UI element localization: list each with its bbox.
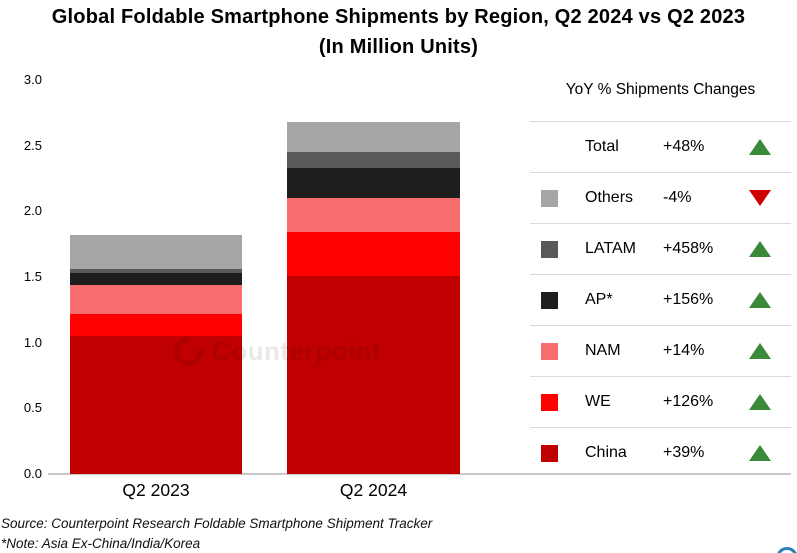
bar-segment-nam	[70, 284, 242, 314]
y-tick-label: 2.5	[23, 137, 42, 153]
legend-row-others: Others -4%	[530, 172, 791, 223]
legend-label: NAM	[585, 342, 621, 359]
legend-row-nam: NAM +14%	[530, 325, 791, 376]
bar-segment-others	[287, 122, 460, 153]
y-tick-label: 0.5	[23, 400, 42, 416]
bar-segment-ap	[287, 167, 460, 199]
bar-segment-latam	[70, 269, 242, 274]
bar-segment-china	[287, 275, 460, 474]
chart-title: Global Foldable Smartphone Shipments by …	[0, 2, 797, 62]
footer: Source: Counterpoint Research Foldable S…	[1, 514, 432, 553]
bar-segment-nam	[287, 198, 460, 233]
legend-panel: YoY % Shipments Changes Total +48% Others -…	[530, 80, 791, 478]
up-arrow-icon	[749, 445, 771, 461]
up-arrow-icon	[749, 139, 771, 155]
legend-row-ap: AP* +156%	[530, 274, 791, 325]
legend-swatch-icon	[541, 240, 558, 258]
legend-row-latam: LATAM +458%	[530, 223, 791, 274]
legend-change-value: +39%	[663, 444, 705, 461]
legend-swatch-icon	[541, 444, 558, 462]
y-tick-label: 2.0	[23, 203, 42, 219]
down-arrow-icon	[749, 190, 771, 206]
up-arrow-icon	[749, 292, 771, 308]
legend-swatch-icon	[541, 189, 558, 207]
bar-segment-we	[70, 313, 242, 337]
bar-segment-ap	[70, 273, 242, 285]
bar-segment-others	[70, 234, 242, 270]
legend-change-value: +14%	[663, 342, 705, 359]
legend-change-value: +156%	[663, 291, 714, 308]
legend-rows: Total +48% Others -4% LATAM +458% AP* +156% NAM +…	[530, 121, 791, 478]
legend-swatch-icon	[541, 342, 558, 360]
legend-swatch-icon	[541, 393, 558, 411]
up-arrow-icon	[749, 241, 771, 257]
legend-label: Total	[585, 138, 619, 155]
note-text: *Note: Asia Ex-China/India/Korea	[1, 535, 201, 551]
chart-title-line1: Global Foldable Smartphone Shipments by …	[51, 6, 746, 28]
legend-label: China	[585, 444, 627, 461]
legend-label: Others	[585, 189, 634, 206]
x-axis-label: Q2 2023	[122, 480, 190, 500]
bar-segment-latam	[287, 152, 460, 168]
x-axis-line	[48, 473, 791, 475]
legend-row-china: China +39%	[530, 427, 791, 478]
legend-header: YoY % Shipments Changes	[565, 81, 756, 98]
source-text: Source: Counterpoint Research Foldable S…	[1, 516, 433, 531]
chart-title-line2: (In Million Units)	[318, 36, 479, 58]
y-tick-label: 1.5	[23, 269, 42, 284]
x-axis-label: Q2 2024	[339, 480, 408, 500]
legend-label: WE	[585, 393, 611, 410]
legend-label: LATAM	[585, 240, 636, 257]
legend-change-value: +48%	[663, 138, 705, 155]
bar-segment-we	[287, 232, 460, 276]
legend-swatch-icon	[541, 291, 558, 309]
counterpoint-logo-partial-icon	[776, 547, 797, 553]
legend-label: AP*	[585, 291, 613, 308]
up-arrow-icon	[749, 394, 771, 410]
bar-segment-china	[70, 336, 242, 474]
y-tick-label: 1.0	[23, 334, 42, 350]
stacked-bar-q2-2024	[287, 122, 460, 474]
stacked-bar-q2-2023	[70, 234, 242, 474]
y-tick-label: 3.0	[23, 72, 42, 87]
legend-change-value: -4%	[663, 189, 692, 206]
legend-row-total: Total +48%	[530, 121, 791, 172]
legend-change-value: +126%	[663, 393, 714, 410]
up-arrow-icon	[749, 343, 771, 359]
legend-change-value: +458%	[663, 240, 714, 257]
y-tick-label: 0.0	[23, 466, 42, 481]
legend-row-we: WE +126%	[530, 376, 791, 427]
